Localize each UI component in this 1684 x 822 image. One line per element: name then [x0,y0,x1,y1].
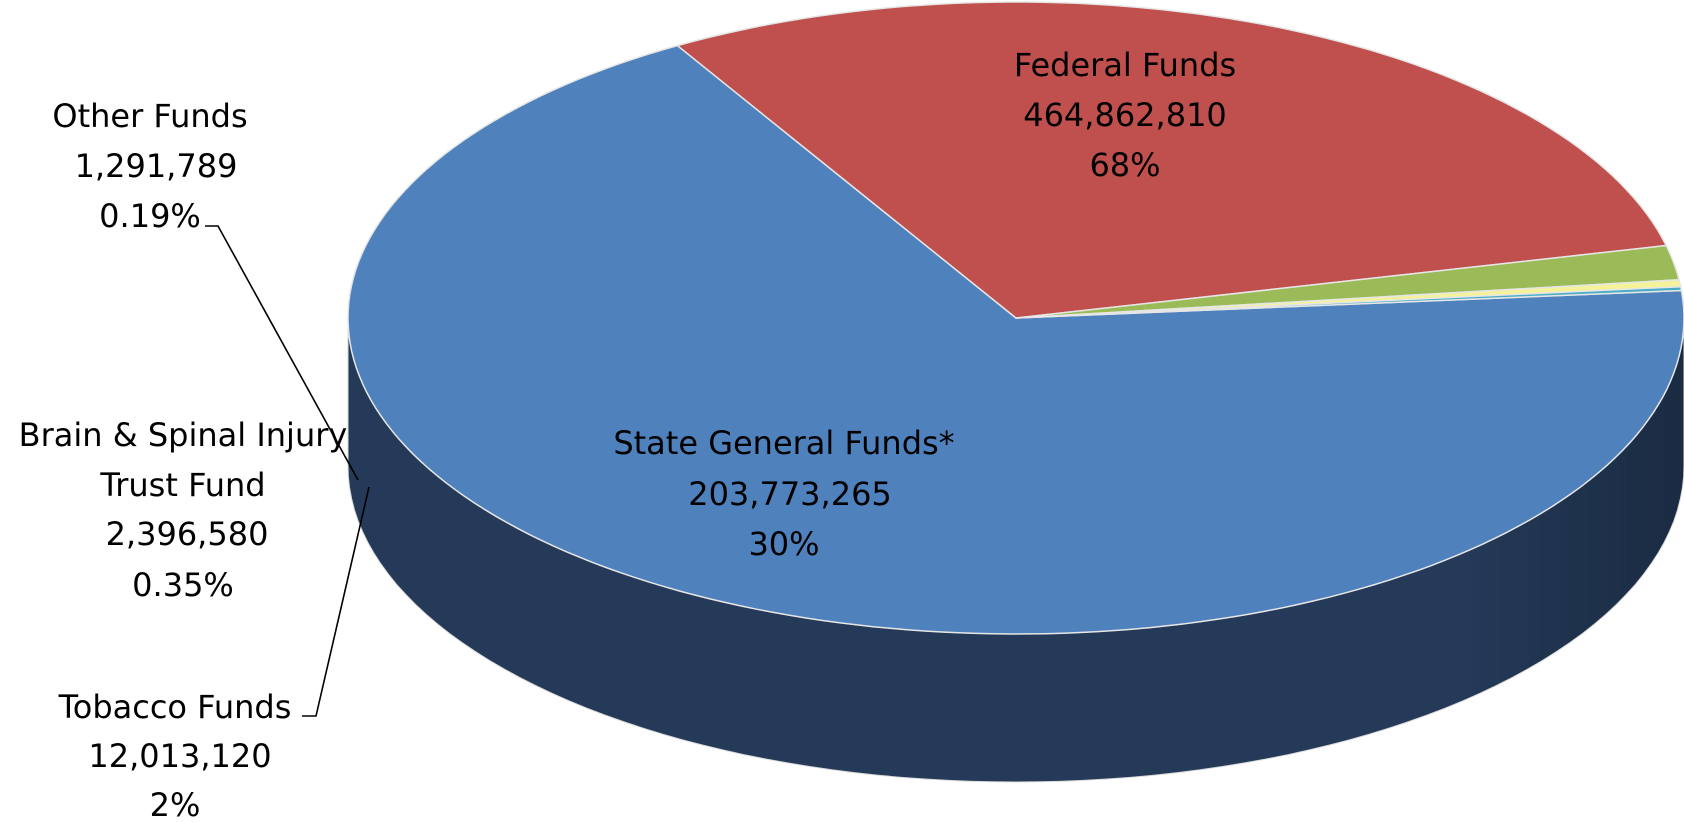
pie-slice-federal-funds [347,44,1684,635]
slice-percent-state-general-funds: 30% [748,525,819,563]
slice-value-other-funds: 1,291,789 [75,147,238,185]
pie-slice-tobacco-funds [1015,244,1680,319]
slice-name-line2-brain-spinal: Trust Fund [99,466,265,504]
slice-value-brain-spinal: 2,396,580 [106,515,269,553]
slice-name-federal-funds: Federal Funds [1014,46,1236,84]
slice-name-tobacco-funds: Tobacco Funds [58,688,292,726]
slice-percent-federal-funds: 68% [1089,146,1160,184]
slice-percent-other-funds: 0.19% [99,197,201,235]
slice-percent-tobacco-funds: 2% [150,786,201,822]
pie-slice-state-general-funds [676,1,1667,319]
pie-slice-other-funds [1015,285,1683,319]
leader-line-tobacco-funds [302,486,370,717]
slice-name-line1-brain-spinal: Brain & Spinal Injury [19,416,348,454]
data-labels: Federal Funds 464,862,810 68% State Gene… [19,46,1237,822]
leader-lines [205,225,370,717]
slice-value-tobacco-funds: 12,013,120 [88,737,271,775]
slice-value-federal-funds: 464,862,810 [1023,96,1227,134]
leader-line-other-funds [205,225,359,481]
slice-name-other-funds: Other Funds [52,97,247,135]
slice-percent-brain-spinal: 0.35% [132,566,234,604]
pie-top-faces [347,1,1684,635]
slice-value-state-general-funds: 203,773,265 [688,475,892,513]
slice-name-state-general-funds: State General Funds* [613,424,954,462]
